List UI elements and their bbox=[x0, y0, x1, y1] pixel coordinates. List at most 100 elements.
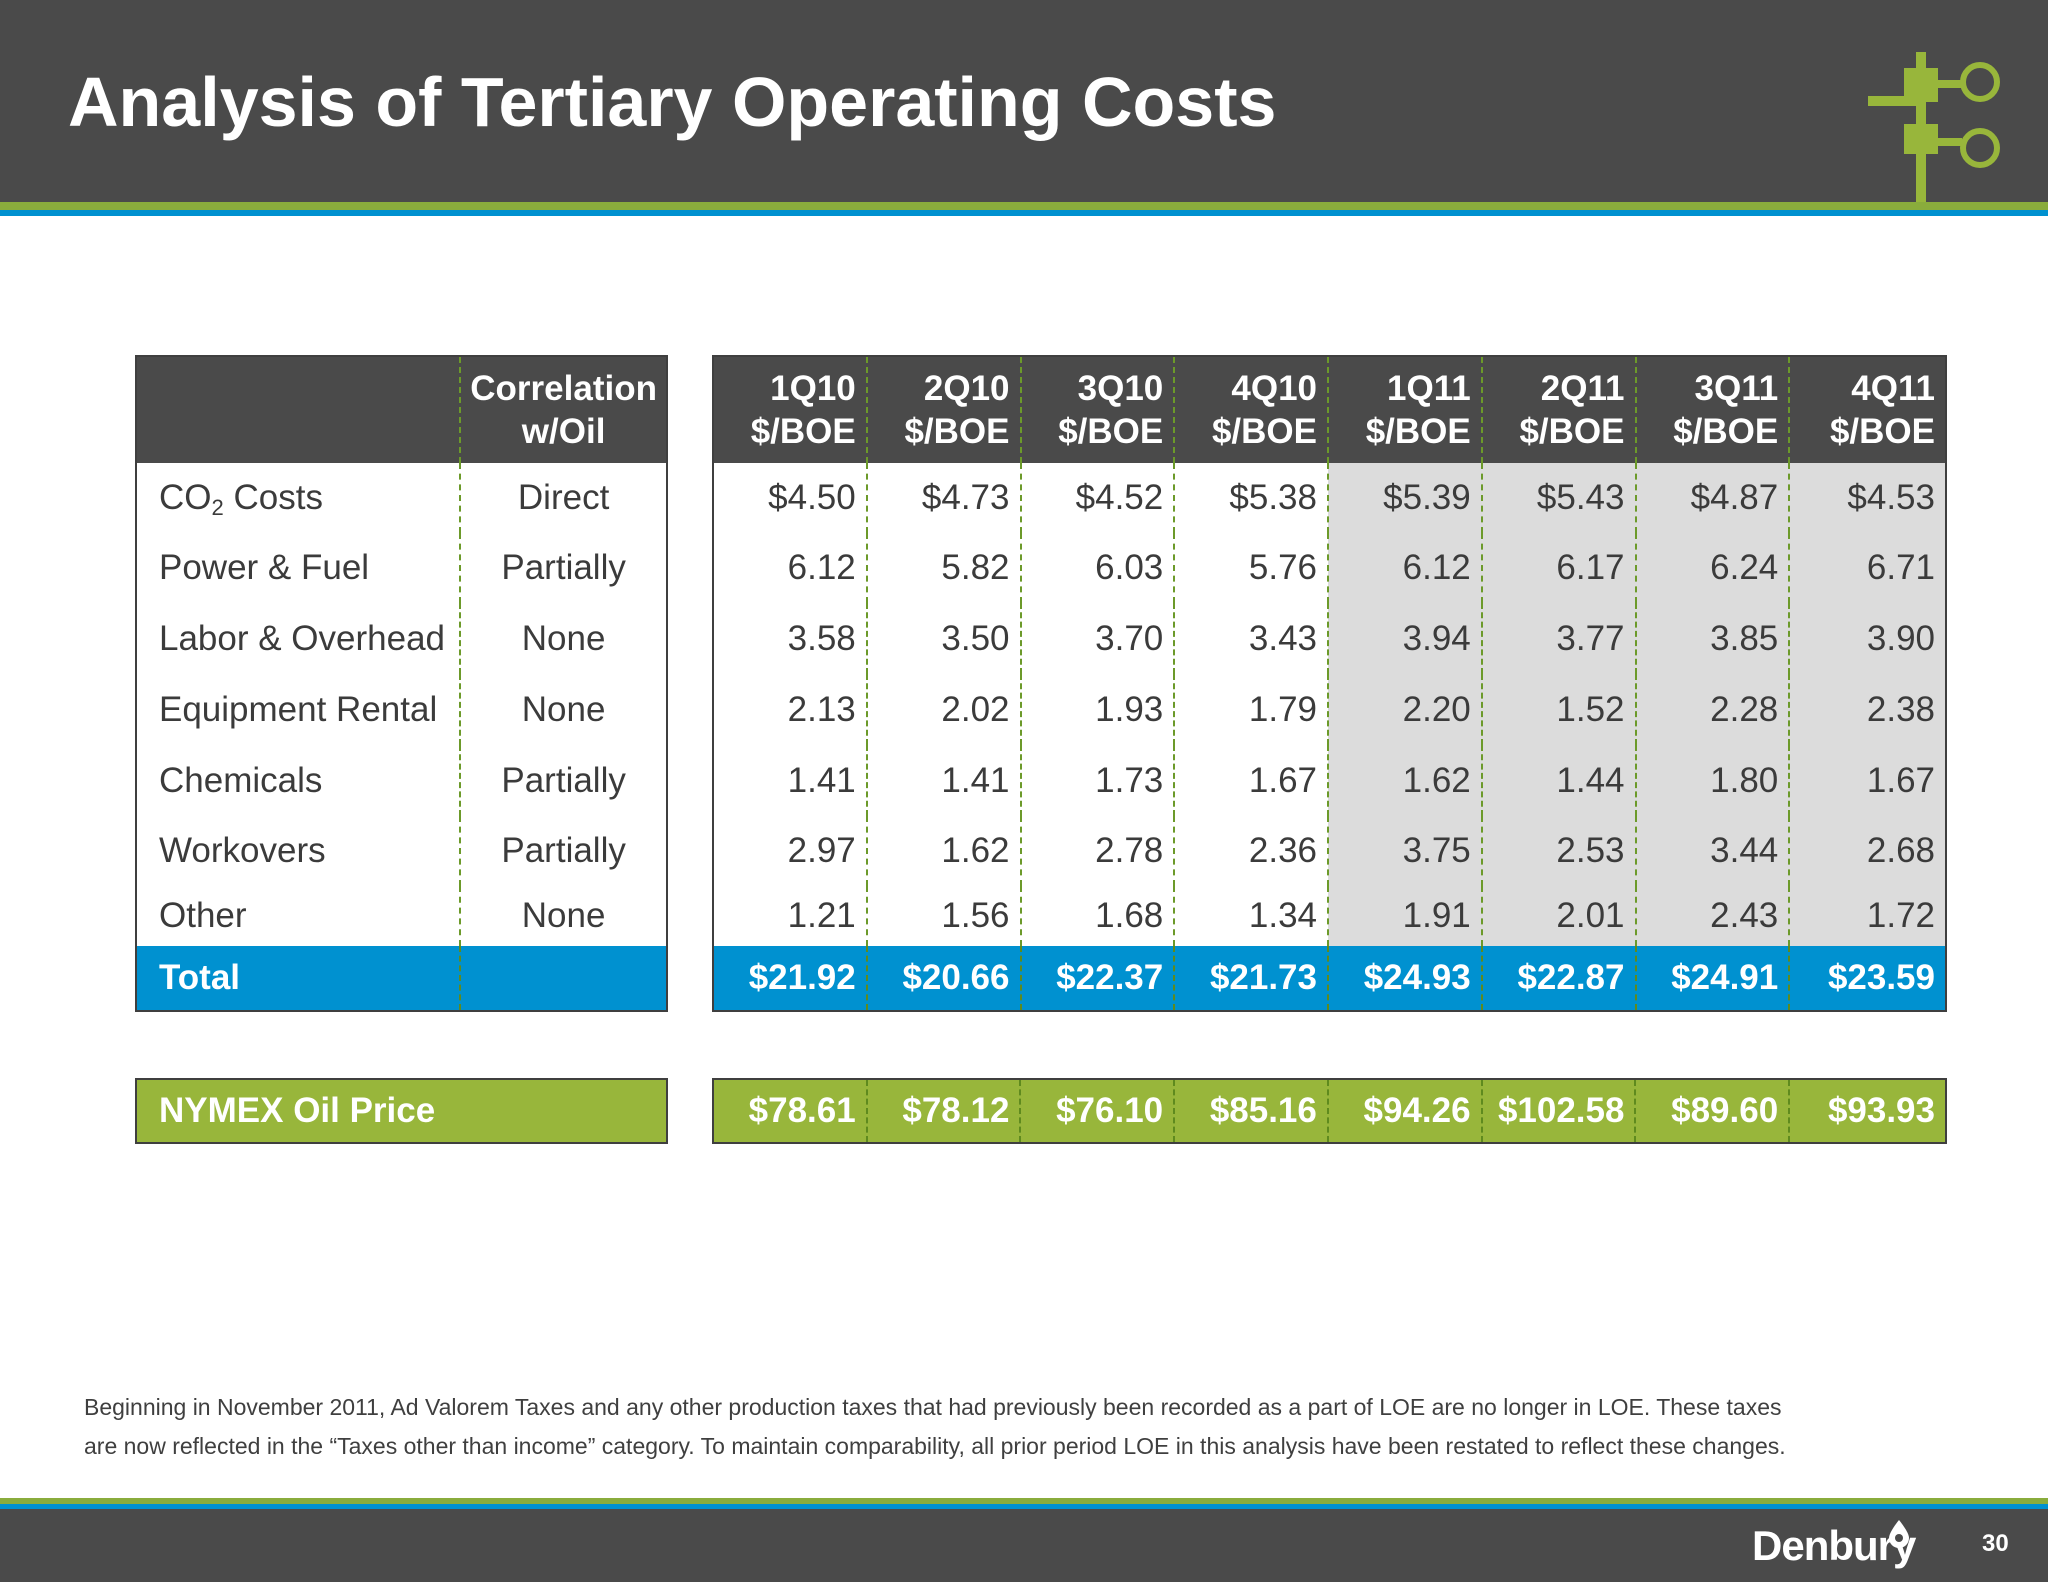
oil-price-label-table: NYMEX Oil Price bbox=[135, 1078, 668, 1144]
total-value-cell: $20.66 bbox=[865, 946, 1021, 1011]
row-label: Power & Fuel bbox=[159, 548, 370, 587]
quarter-header-cell: 3Q11 $/BOE bbox=[1634, 356, 1790, 463]
value-cell: 3.44 bbox=[1634, 816, 1790, 886]
quarter-header-cell: 4Q10 $/BOE bbox=[1173, 356, 1328, 463]
value-cell: 2.36 bbox=[1173, 816, 1328, 886]
value-cell: 1.41 bbox=[787, 760, 856, 800]
correlation-header-line1: Correlation bbox=[470, 369, 657, 408]
value-cell: 6.12 bbox=[787, 548, 856, 587]
oil-price-value-cell: $76.10 bbox=[1019, 1079, 1175, 1143]
oil-price-value-cell: $78.12 bbox=[865, 1079, 1021, 1143]
value-cell: 3.85 bbox=[1634, 603, 1790, 674]
header-blank-cell bbox=[136, 356, 461, 463]
unit-label: $/BOE bbox=[904, 412, 1010, 451]
oil-price-value-cell: $85.16 bbox=[1173, 1079, 1328, 1143]
table-row: 2.13 2.02 1.93 1.79 2.20 1.52 2.28 2.38 bbox=[713, 674, 1946, 745]
value-cell: 3.90 bbox=[1788, 603, 1946, 674]
value-cell: 1.56 bbox=[865, 886, 1021, 946]
table-row: Workovers Partially bbox=[136, 816, 667, 886]
table-row: Power & Fuel Partially bbox=[136, 533, 667, 603]
value-cell: 2.38 bbox=[1788, 674, 1946, 745]
value-cell: 1.80 bbox=[1634, 745, 1790, 816]
value-cell: 1.34 bbox=[1173, 886, 1328, 946]
value-cell: 3.58 bbox=[787, 618, 856, 658]
cost-values-table: 1Q10 $/BOE 2Q10 $/BOE 3Q10 $/BOE 4Q10 $/BOE 1Q11… bbox=[712, 355, 1947, 1012]
value-cell: 1.79 bbox=[1173, 674, 1328, 745]
oil-price-value-cell: $78.61 bbox=[713, 1079, 867, 1143]
unit-label: $/BOE bbox=[1211, 412, 1317, 451]
value-cell: 6.24 bbox=[1634, 533, 1790, 603]
quarter-label: 3Q10 bbox=[1077, 369, 1164, 408]
value-cell: 6.71 bbox=[1788, 533, 1946, 603]
value-cell: 1.73 bbox=[1019, 745, 1175, 816]
unit-label: $/BOE bbox=[1519, 412, 1625, 451]
page-number: 30 bbox=[1982, 1530, 2009, 1557]
value-cell: 3.70 bbox=[1019, 603, 1175, 674]
table-row: CO2 Costs Direct bbox=[136, 463, 667, 533]
quarter-label: 4Q10 bbox=[1231, 369, 1317, 408]
table-row: Other None bbox=[136, 886, 667, 946]
total-value-cell: $21.92 bbox=[713, 946, 867, 1011]
footnote-line1: Beginning in November 2011, Ad Valorem T… bbox=[84, 1394, 1782, 1420]
table-row: Equipment Rental None bbox=[136, 674, 667, 745]
value-cell: 1.41 bbox=[865, 745, 1021, 816]
table-row: Chemicals Partially bbox=[136, 745, 667, 816]
oil-price-row: NYMEX Oil Price bbox=[136, 1079, 667, 1143]
unit-label: $/BOE bbox=[1058, 412, 1164, 451]
table-row: $4.50 $4.73 $4.52 $5.38 $5.39 $5.43 $4.87 $4.53 bbox=[713, 463, 1946, 533]
value-cell: 3.75 bbox=[1327, 816, 1482, 886]
row-label: Other bbox=[159, 896, 247, 935]
value-cell: 2.43 bbox=[1634, 886, 1790, 946]
total-row: Total bbox=[136, 946, 667, 1011]
value-cell: $5.38 bbox=[1173, 463, 1328, 533]
row-label: Labor & Overhead bbox=[159, 618, 446, 658]
correlation-header: Correlation w/Oil bbox=[459, 356, 667, 463]
value-cell: 5.82 bbox=[865, 533, 1021, 603]
value-cell: $5.43 bbox=[1480, 463, 1636, 533]
unit-label: $/BOE bbox=[750, 412, 856, 451]
correlation-header-line2: w/Oil bbox=[521, 412, 606, 451]
footnote-line2: are now reflected in the “Taxes other th… bbox=[84, 1433, 1786, 1459]
value-cell: 1.72 bbox=[1788, 886, 1946, 946]
table-row: Labor & Overhead None bbox=[136, 603, 667, 674]
footer-green-stripe bbox=[0, 1498, 2048, 1504]
row-correlation: Partially bbox=[459, 816, 667, 886]
quarter-header-cell: 2Q10 $/BOE bbox=[865, 356, 1021, 463]
value-cell: $4.52 bbox=[1019, 463, 1175, 533]
header-bar bbox=[0, 0, 2048, 202]
quarter-label: 1Q10 bbox=[770, 369, 856, 408]
value-cell: 2.78 bbox=[1019, 816, 1175, 886]
oil-drop-icon bbox=[1889, 1520, 1909, 1548]
oil-price-values-table: $78.61 $78.12 $76.10 $85.16 $94.26 $102.58 $89… bbox=[712, 1078, 1947, 1144]
value-cell: 6.12 bbox=[1327, 533, 1482, 603]
table-row: 1.21 1.56 1.68 1.34 1.91 2.01 2.43 1.72 bbox=[713, 886, 1946, 946]
row-correlation: None bbox=[459, 674, 667, 745]
value-cell: 3.43 bbox=[1173, 603, 1328, 674]
value-cell: 1.67 bbox=[1173, 745, 1328, 816]
value-cell: 1.93 bbox=[1019, 674, 1175, 745]
value-cell: 3.50 bbox=[865, 603, 1021, 674]
value-cell: 1.21 bbox=[787, 896, 856, 935]
row-correlation: None bbox=[459, 886, 667, 946]
value-cell: 1.52 bbox=[1480, 674, 1636, 745]
oil-price-value-cell: $102.58 bbox=[1480, 1079, 1636, 1143]
total-value-cell: $22.87 bbox=[1480, 946, 1636, 1011]
row-label-co2-costs: CO2 Costs bbox=[159, 478, 323, 520]
value-cell: $4.53 bbox=[1788, 463, 1946, 533]
total-correlation bbox=[459, 946, 667, 1011]
unit-label: $/BOE bbox=[1365, 412, 1471, 451]
quarter-header-row: 1Q10 $/BOE 2Q10 $/BOE 3Q10 $/BOE 4Q10 $/BOE 1Q11… bbox=[713, 356, 1946, 463]
header-blue-stripe bbox=[0, 210, 2048, 216]
unit-label: $/BOE bbox=[1673, 412, 1779, 451]
row-label: Equipment Rental bbox=[159, 689, 438, 729]
value-cell: 1.91 bbox=[1327, 886, 1482, 946]
value-cell: 1.68 bbox=[1019, 886, 1175, 946]
total-value-cell: $23.59 bbox=[1788, 946, 1946, 1011]
total-value-cell: $22.37 bbox=[1019, 946, 1175, 1011]
wellhead-icon bbox=[1868, 52, 2000, 202]
quarter-label: 2Q10 bbox=[923, 369, 1010, 408]
value-cell: 2.28 bbox=[1634, 674, 1790, 745]
header-green-stripe bbox=[0, 202, 2048, 210]
cost-labels-table: Correlation w/Oil CO2 Costs Direct Power… bbox=[135, 355, 668, 1012]
oil-price-values-row: $78.61 $78.12 $76.10 $85.16 $94.26 $102.58 $89… bbox=[713, 1079, 1946, 1143]
